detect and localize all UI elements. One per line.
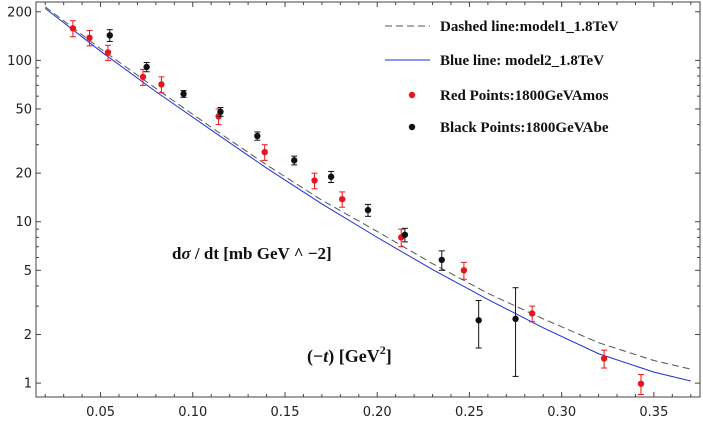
data-point [180, 90, 187, 98]
point-marker [217, 108, 224, 116]
y-axis-annotation-rest: / dt [mb GeV ^ −2] [191, 244, 332, 263]
legend-label: Red Points:1800GeVAmos [440, 88, 609, 104]
point-marker [637, 380, 645, 387]
data-point [398, 228, 405, 248]
legend-entry: Blue line: model2_1.8TeV [385, 53, 604, 69]
data-point [158, 76, 165, 94]
data-point [460, 261, 468, 280]
data-point [291, 155, 298, 166]
y-tick-label: 50 [15, 102, 32, 117]
data-point [104, 44, 112, 61]
y-tick-label: 5 [24, 264, 32, 279]
point-marker [69, 25, 77, 32]
point-marker [311, 177, 318, 184]
point-marker [327, 173, 335, 180]
data-point [338, 191, 346, 208]
y-tick-label: 2 [24, 328, 32, 343]
legend-swatch [408, 123, 416, 131]
x-tick-label: 0.30 [547, 405, 576, 420]
data-point [364, 203, 372, 217]
point-marker [86, 34, 93, 41]
point-marker [600, 355, 608, 362]
data-point [69, 20, 77, 38]
y-tick-label: 100 [7, 54, 32, 69]
x-axis-annotation: (−t) [GeV2] [307, 343, 392, 367]
point-marker [158, 81, 165, 88]
point-marker [180, 90, 187, 98]
y-tick-label: 10 [15, 215, 32, 230]
y-tick-label: 1 [24, 377, 32, 392]
point-marker [291, 157, 298, 164]
legend-swatch [408, 91, 416, 99]
series-line-0 [44, 6, 691, 370]
data-point [143, 62, 150, 73]
point-marker [401, 231, 409, 238]
point-marker [338, 195, 346, 203]
x-axis-annotation-exp: 2 [380, 343, 386, 357]
legend-label: Dashed line:model1_1.8TeV [440, 19, 619, 35]
point-marker [254, 132, 261, 140]
y-axis-annotation-prefix: d [172, 244, 182, 263]
y-tick-label: 200 [7, 5, 32, 20]
y-axis-annotation: dσ / dt [mb GeV ^ −2] [172, 244, 332, 263]
data-point [254, 131, 261, 141]
legend-label: Blue line: model2_1.8TeV [440, 53, 604, 69]
x-tick-label: 0.05 [86, 405, 115, 420]
data-point [637, 374, 645, 395]
point-marker [143, 63, 150, 71]
x-axis-annotation-right: ] [386, 346, 392, 366]
point-marker [512, 315, 519, 323]
legend-entry: Dashed line:model1_1.8TeV [385, 19, 619, 35]
plot-frame [35, 1, 701, 398]
point-marker [364, 206, 372, 214]
y-tick-label: 20 [15, 167, 32, 182]
legend: Dashed line:model1_1.8TeV Blue line: mode… [385, 19, 619, 136]
x-tick-label: 0.10 [178, 405, 207, 420]
point-marker [104, 49, 112, 56]
data-point [475, 299, 482, 349]
data-point [528, 305, 536, 323]
data-point [261, 144, 268, 161]
x-tick-label: 0.20 [363, 405, 392, 420]
x-axis-annotation-left: (− [307, 346, 323, 367]
x-axis-annotation-t: t [323, 346, 329, 366]
data-point [106, 29, 113, 42]
point-marker [460, 267, 468, 274]
data-point [438, 250, 445, 271]
data-point [401, 227, 409, 243]
legend-entry: Black Points:1800GeVAbe [408, 120, 609, 136]
x-axis-annotation-mid: ) [GeV [328, 346, 379, 367]
y-axis-annotation-sigma: σ [181, 244, 191, 263]
point-marker [438, 256, 445, 264]
data-point [86, 30, 93, 47]
x-tick-label: 0.25 [455, 405, 484, 420]
point-marker [261, 148, 268, 156]
x-tick-label: 0.35 [639, 405, 668, 420]
data-point [139, 68, 147, 86]
point-marker [528, 310, 536, 317]
data-point [600, 349, 608, 369]
legend-label: Black Points:1800GeVAbe [440, 120, 609, 136]
data-point [512, 287, 519, 377]
point-marker [106, 32, 113, 39]
x-tick-label: 0.15 [271, 405, 300, 420]
data-point [217, 107, 224, 117]
point-marker [475, 317, 482, 324]
legend-entry: Red Points:1800GeVAmos [408, 88, 609, 104]
point-marker [139, 73, 147, 81]
series-line-1 [44, 7, 691, 382]
data-point [327, 170, 335, 184]
data-point [311, 172, 318, 190]
